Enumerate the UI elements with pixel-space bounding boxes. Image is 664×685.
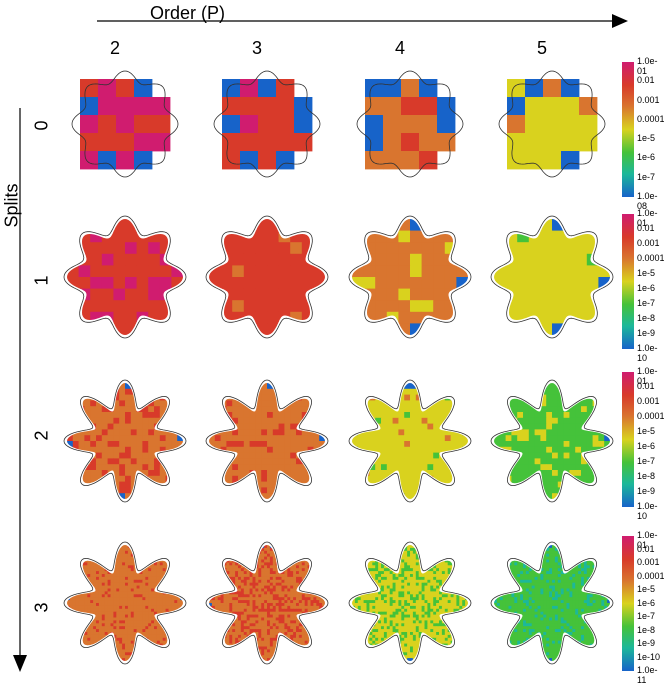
colorbar-1-tick: 1e-7	[637, 298, 655, 308]
error-plot-s0-p5	[487, 59, 617, 189]
colorbar-3-tick: 0.0001	[637, 571, 664, 581]
error-plot-s2-p5	[487, 376, 617, 506]
x-axis-arrow	[0, 0, 664, 40]
col-label-2: 2	[110, 38, 120, 59]
colorbar-3-tick: 1e-8	[637, 625, 655, 635]
error-plot-s0-p3	[202, 59, 332, 189]
colorbar-2	[622, 372, 634, 507]
row-label-3: 3	[32, 602, 53, 612]
colorbar-2-tick: 1.0e-10	[637, 501, 664, 521]
colorbar-0-tick: 1e-5	[637, 133, 655, 143]
colorbar-3	[622, 536, 634, 671]
colorbar-1-tick: 0.001	[637, 238, 660, 248]
error-plot-s2-p4	[345, 376, 475, 506]
colorbar-2-tick: 1e-9	[637, 486, 655, 496]
colorbar-0-tick: 1e-6	[637, 152, 655, 162]
col-label-3: 3	[252, 38, 262, 59]
colorbar-3-tick: 1.0e-11	[637, 665, 664, 685]
error-plot-s3-p5	[487, 538, 617, 668]
colorbar-3-tick: 1e-9	[637, 638, 655, 648]
row-label-1: 1	[32, 275, 53, 285]
error-plot-s1-p2	[60, 212, 190, 342]
colorbar-3-tick: 0.01	[637, 544, 655, 554]
colorbar-2-tick: 0.0001	[637, 411, 664, 421]
y-axis-arrow	[0, 0, 40, 679]
colorbar-1-tick: 1e-5	[637, 268, 655, 278]
error-plot-s3-p3	[202, 538, 332, 668]
colorbar-0-tick: 0.01	[637, 75, 655, 85]
col-label-4: 4	[395, 38, 405, 59]
colorbar-1-tick: 1e-8	[637, 313, 655, 323]
colorbar-1-tick: 1.0e-10	[637, 343, 664, 363]
colorbar-0-tick: 1.0e-01	[637, 56, 664, 76]
colorbar-2-tick: 0.001	[637, 396, 660, 406]
colorbar-1-tick: 0.0001	[637, 253, 664, 263]
row-label-2: 2	[32, 430, 53, 440]
colorbar-2-tick: 1e-8	[637, 471, 655, 481]
error-plot-s3-p2	[60, 538, 190, 668]
colorbar-1	[622, 214, 634, 349]
colorbar-0-tick: 0.0001	[637, 114, 664, 124]
colorbar-3-tick: 1e-7	[637, 611, 655, 621]
colorbar-0-tick: 1e-7	[637, 172, 655, 182]
error-plot-s2-p2	[60, 376, 190, 506]
colorbar-2-tick: 0.01	[637, 381, 655, 391]
error-plot-s0-p4	[345, 59, 475, 189]
colorbar-3-tick: 0.001	[637, 557, 660, 567]
error-plot-s0-p2	[60, 59, 190, 189]
colorbar-3-tick: 1e-5	[637, 584, 655, 594]
colorbar-2-tick: 1e-7	[637, 456, 655, 466]
row-label-0: 0	[32, 120, 53, 130]
colorbar-1-tick: 1e-6	[637, 283, 655, 293]
error-plot-s3-p4	[345, 538, 475, 668]
colorbar-3-tick: 1e-6	[637, 598, 655, 608]
error-plot-s2-p3	[202, 376, 332, 506]
colorbar-3-tick: 1e-10	[637, 652, 660, 662]
error-plot-s1-p5	[487, 212, 617, 342]
colorbar-0-tick: 0.001	[637, 95, 660, 105]
colorbar-1-tick: 1e-9	[637, 328, 655, 338]
colorbar-2-tick: 1e-6	[637, 441, 655, 451]
colorbar-2-tick: 1e-5	[637, 426, 655, 436]
col-label-5: 5	[537, 38, 547, 59]
error-plot-s1-p4	[345, 212, 475, 342]
colorbar-1-tick: 0.01	[637, 223, 655, 233]
error-plot-s1-p3	[202, 212, 332, 342]
colorbar-0	[622, 62, 634, 197]
